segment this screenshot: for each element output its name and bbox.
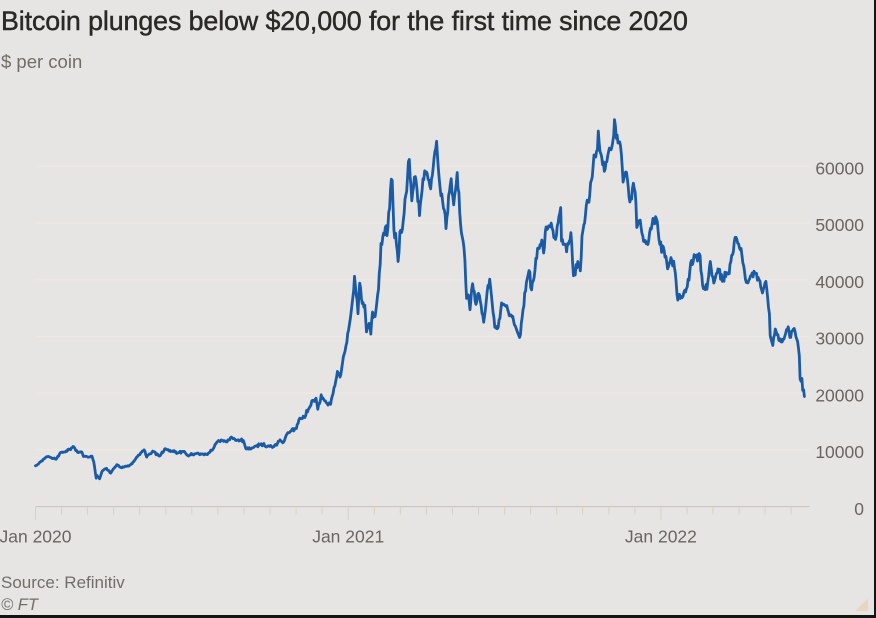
svg-text:Jan 2020: Jan 2020 [0, 527, 72, 547]
svg-text:0: 0 [854, 499, 864, 519]
svg-text:40000: 40000 [815, 272, 864, 292]
svg-text:Jan 2021: Jan 2021 [312, 527, 384, 547]
svg-text:30000: 30000 [815, 329, 864, 349]
svg-text:Jan 2022: Jan 2022 [625, 527, 697, 547]
svg-text:50000: 50000 [815, 215, 864, 235]
svg-text:20000: 20000 [815, 385, 864, 405]
svg-text:60000: 60000 [815, 158, 864, 178]
svg-text:10000: 10000 [815, 442, 864, 462]
